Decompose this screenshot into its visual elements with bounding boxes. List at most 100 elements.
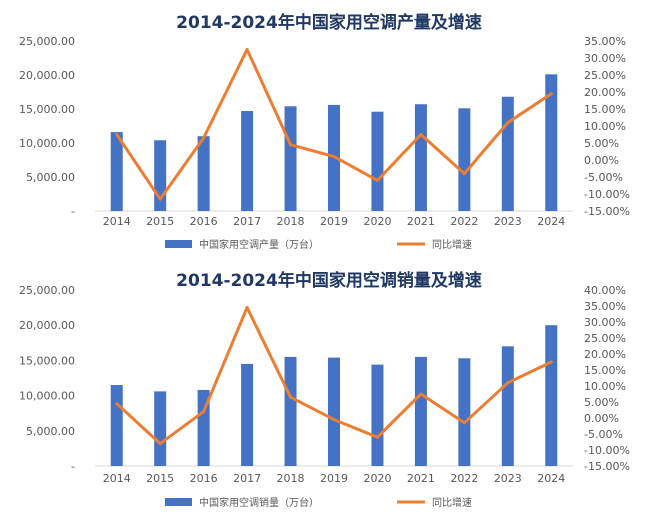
y-right-tick-label: -5.00% [584,428,623,441]
line-point [245,48,249,51]
line-point [202,410,206,414]
bar [545,325,558,466]
y-right-tick-label: 0.00% [584,412,619,425]
x-tick-label: 2018 [277,215,305,228]
x-tick-label: 2018 [277,472,305,485]
bar [545,74,558,211]
bar [501,96,514,211]
x-tick-label: 2019 [320,215,348,228]
line-point [462,421,466,425]
sales-chart-panel: 2014-2024年中国家用空调销量及增速 - 5,000.00 10,000.00… [0,258,658,513]
line-point [549,360,553,364]
legend-bar-label: 中国家用空调销量（万台） [199,496,319,509]
legend: 中国家用空调销量（万台） 同比增速 [165,496,472,509]
y-right-tick-label: -15.00% [584,205,630,218]
y-right-tick-label: 15.00% [584,364,626,377]
line-point [289,143,293,147]
line-point [375,435,379,439]
production-chart: - 5,000.00 10,000.00 15,000.00 20,000.00 25,0… [19,35,630,251]
legend-bar-swatch [165,498,192,506]
line-point [419,133,423,136]
bar [154,391,167,466]
line-point [419,392,423,396]
x-tick-label: 2015 [146,472,174,485]
line-point [245,306,249,310]
x-tick-label: 2024 [537,472,565,485]
y-right-tick-label: 20.00% [584,348,626,361]
x-tick-label: 2023 [494,215,522,228]
y-right-tick-label: 10.00% [584,380,626,393]
bar [241,111,254,211]
line-point [506,381,510,385]
bar [371,111,384,211]
y-right-tick-label: 35.00% [584,35,626,48]
x-tick-label: 2014 [103,472,131,485]
legend-bar-swatch [165,240,192,248]
legend-line-label: 同比增速 [432,496,472,509]
y-right-tick-label: 25.00% [584,69,626,82]
y-left-tick-label: 5,000.00 [26,171,75,184]
y-right-tick-label: 10.00% [584,120,626,133]
x-tick-label: 2019 [320,472,348,485]
bar [197,136,210,211]
y-left-tick-label: 25,000.00 [19,35,75,48]
line-point [332,155,336,159]
y-left-tick-label: 20,000.00 [19,319,75,332]
x-tick-label: 2015 [146,215,174,228]
line-point [158,197,162,201]
y-left-tick-label: 15,000.00 [19,103,75,116]
y-left-tick-label: - [71,205,75,218]
bar [110,385,123,466]
y-right-tick-label: 0.00% [584,154,619,167]
x-tick-label: 2022 [450,215,478,228]
x-tick-label: 2022 [450,472,478,485]
y-left-tick-label: 15,000.00 [19,354,75,367]
legend-line-label: 同比增速 [432,238,472,251]
y-right-tick-label: -5.00% [584,171,623,184]
bar [284,356,297,466]
line-point [375,178,379,182]
x-tick-label: 2017 [233,215,261,228]
legend: 中国家用空调产量（万台） 同比增速 [165,238,472,251]
y-right-tick-label: 40.00% [584,284,626,297]
line-point [332,418,336,422]
line-point [115,133,119,136]
bar [110,132,123,211]
y-left-tick-label: 10,000.00 [19,390,75,403]
bar [371,364,384,466]
y-right-tick-label: 20.00% [584,86,626,99]
bar [284,106,297,211]
bar [414,356,427,466]
y-right-tick-label: 35.00% [584,300,626,313]
y-left-tick-label: 5,000.00 [26,425,75,438]
y-left-tick-label: - [71,460,75,473]
bar [241,363,254,466]
bar [414,104,427,211]
chart-title: 2014-2024年中国家用空调产量及增速 [176,13,482,33]
bar [501,346,514,466]
line-point [506,121,510,125]
x-tick-label: 2017 [233,472,261,485]
y-right-tick-label: -10.00% [584,444,630,457]
y-right-tick-label: -15.00% [584,460,630,473]
x-tick-label: 2016 [190,215,218,228]
y-right-tick-label: 15.00% [584,103,626,116]
x-tick-label: 2023 [494,472,522,485]
y-right-tick-label: -10.00% [584,188,630,201]
line-point [115,402,119,406]
x-tick-label: 2021 [407,215,435,228]
bar [458,108,471,211]
y-right-tick-label: 5.00% [584,137,619,150]
y-right-tick-label: 25.00% [584,332,626,345]
line-point [462,172,466,176]
production-chart-panel: 2014-2024年中国家用空调产量及增速 - 5,000.00 10,000.00… [19,13,630,251]
y-right-tick-label: 5.00% [584,396,619,409]
bar [328,357,340,466]
sales-chart: - 5,000.00 10,000.00 15,000.00 20,000.00 25,0… [19,284,630,509]
y-left-tick-label: 20,000.00 [19,69,75,82]
y-right-tick-label: 30.00% [584,316,626,329]
line-point [202,136,206,140]
bar [458,358,471,466]
line-point [158,442,162,446]
x-tick-label: 2020 [363,472,391,485]
